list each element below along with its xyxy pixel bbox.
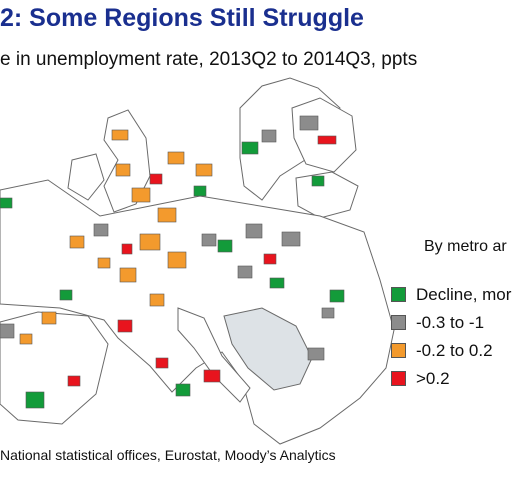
- region-orange-13: [97, 257, 111, 269]
- region-orange-4: [157, 207, 177, 223]
- no-data-area: [223, 307, 313, 391]
- region-green-7: [175, 383, 191, 397]
- region-gray-10: [237, 265, 253, 279]
- region-gray-4: [281, 231, 301, 247]
- region-gray-9: [0, 323, 15, 339]
- region-gray-5: [201, 233, 217, 247]
- region-orange-8: [69, 235, 85, 249]
- region-green-3: [217, 239, 233, 253]
- region-red-5: [155, 357, 169, 369]
- balkans-no-data-region: [223, 307, 313, 391]
- region-red-6: [263, 253, 277, 265]
- region-orange-3: [131, 187, 151, 203]
- region-orange-6: [167, 251, 187, 269]
- region-gray-3: [245, 223, 263, 239]
- legend-title: By metro ar: [424, 238, 507, 255]
- region-markers: [0, 115, 345, 409]
- italy-outline: [177, 307, 251, 403]
- legend-swatch-green: [391, 287, 406, 302]
- land-outlines: [0, 77, 395, 445]
- legend-swatch-gray: [391, 315, 406, 330]
- source-note: National statistical offices, Eurostat, …: [0, 447, 336, 463]
- legend-swatch-red: [391, 371, 406, 386]
- region-red-8: [67, 375, 81, 387]
- region-green-4: [329, 289, 345, 303]
- chart-subtitle: e in unemployment rate, 2013Q2 to 2014Q3…: [0, 49, 418, 70]
- legend-label-above-02: >0.2: [416, 369, 450, 388]
- region-green-6: [0, 197, 13, 209]
- region-green-2: [311, 175, 325, 187]
- region-orange-5: [139, 233, 161, 251]
- chart-title: 2: Some Regions Still Struggle: [0, 4, 364, 32]
- region-orange-14: [19, 333, 33, 345]
- legend-label-minus-03-to-minus-1: -0.3 to -1: [416, 313, 485, 332]
- europe-map: [0, 77, 395, 445]
- region-red-1: [317, 135, 337, 145]
- baltic-outline: [295, 171, 359, 219]
- region-red-2: [149, 173, 163, 185]
- region-gray-1: [299, 115, 319, 131]
- legend-label-minus-02-to-02: -0.2 to 0.2: [416, 341, 493, 360]
- region-red-7: [121, 243, 133, 255]
- ireland-outline: [67, 153, 105, 201]
- region-orange-11: [195, 163, 213, 177]
- region-gray-8: [321, 307, 335, 319]
- region-gray-6: [93, 223, 109, 237]
- region-red-4: [203, 369, 221, 383]
- legend-label-decline: Decline, mor: [416, 285, 512, 304]
- region-green-9: [59, 289, 73, 301]
- region-orange-12: [149, 293, 165, 307]
- region-green-8: [193, 185, 207, 197]
- region-orange-9: [41, 311, 57, 325]
- region-red-3: [117, 319, 133, 333]
- region-gray-7: [307, 347, 325, 361]
- region-green-10: [269, 277, 285, 289]
- region-orange-2: [115, 163, 131, 177]
- region-green-1: [241, 141, 259, 155]
- legend-swatch-orange: [391, 343, 406, 358]
- region-gray-2: [261, 129, 277, 143]
- iberia-outline: [0, 311, 109, 425]
- region-green-5: [25, 391, 45, 409]
- region-orange-1: [111, 129, 129, 141]
- region-orange-10: [167, 151, 185, 165]
- region-orange-7: [119, 267, 137, 283]
